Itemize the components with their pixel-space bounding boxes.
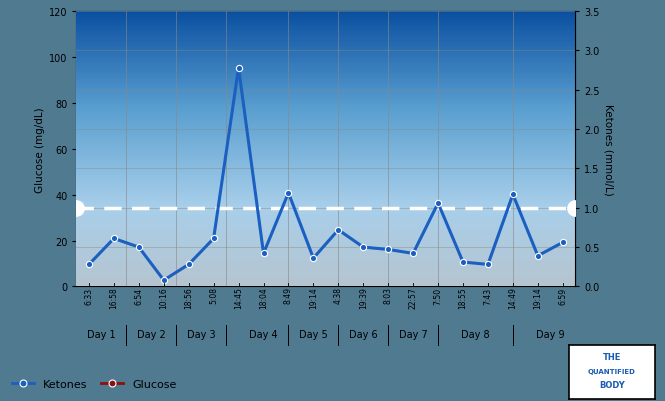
- Text: 6:54: 6:54: [134, 287, 144, 304]
- Text: 14:49: 14:49: [508, 287, 517, 308]
- Text: 18:55: 18:55: [458, 287, 467, 308]
- Y-axis label: Glucose (mg/dL): Glucose (mg/dL): [35, 107, 45, 192]
- Text: Day 1: Day 1: [87, 329, 116, 339]
- Text: 6:59: 6:59: [558, 287, 567, 304]
- Text: Day 3: Day 3: [187, 329, 215, 339]
- Text: 5:08: 5:08: [209, 287, 218, 304]
- Text: Day 9: Day 9: [536, 329, 565, 339]
- Text: 22:57: 22:57: [408, 287, 418, 308]
- Text: 10:16: 10:16: [159, 287, 168, 308]
- Y-axis label: Ketones (mmol/L): Ketones (mmol/L): [604, 103, 614, 195]
- Text: 6:33: 6:33: [84, 287, 94, 304]
- Text: 8:49: 8:49: [284, 287, 293, 304]
- Text: 18:56: 18:56: [184, 287, 194, 308]
- Text: Day 5: Day 5: [299, 329, 328, 339]
- Text: Day 6: Day 6: [349, 329, 378, 339]
- Text: 4:38: 4:38: [334, 287, 343, 304]
- Legend: Ketones, Glucose: Ketones, Glucose: [12, 379, 177, 389]
- Text: 14:45: 14:45: [234, 287, 243, 308]
- Text: 19:39: 19:39: [358, 287, 368, 308]
- Text: 19:14: 19:14: [309, 287, 318, 308]
- Text: Day 7: Day 7: [399, 329, 428, 339]
- Text: Day 4: Day 4: [249, 329, 278, 339]
- Text: BODY: BODY: [599, 381, 624, 389]
- Text: 19:14: 19:14: [533, 287, 543, 308]
- Text: Day 2: Day 2: [137, 329, 166, 339]
- Text: 7:50: 7:50: [434, 287, 443, 304]
- Text: 16:58: 16:58: [109, 287, 118, 308]
- Text: 7:43: 7:43: [483, 287, 493, 304]
- Text: 18:04: 18:04: [259, 287, 268, 308]
- Text: Day 8: Day 8: [461, 329, 490, 339]
- Text: QUANTIFIED: QUANTIFIED: [588, 368, 636, 374]
- Text: 8:03: 8:03: [384, 287, 393, 304]
- Text: THE: THE: [602, 352, 621, 361]
